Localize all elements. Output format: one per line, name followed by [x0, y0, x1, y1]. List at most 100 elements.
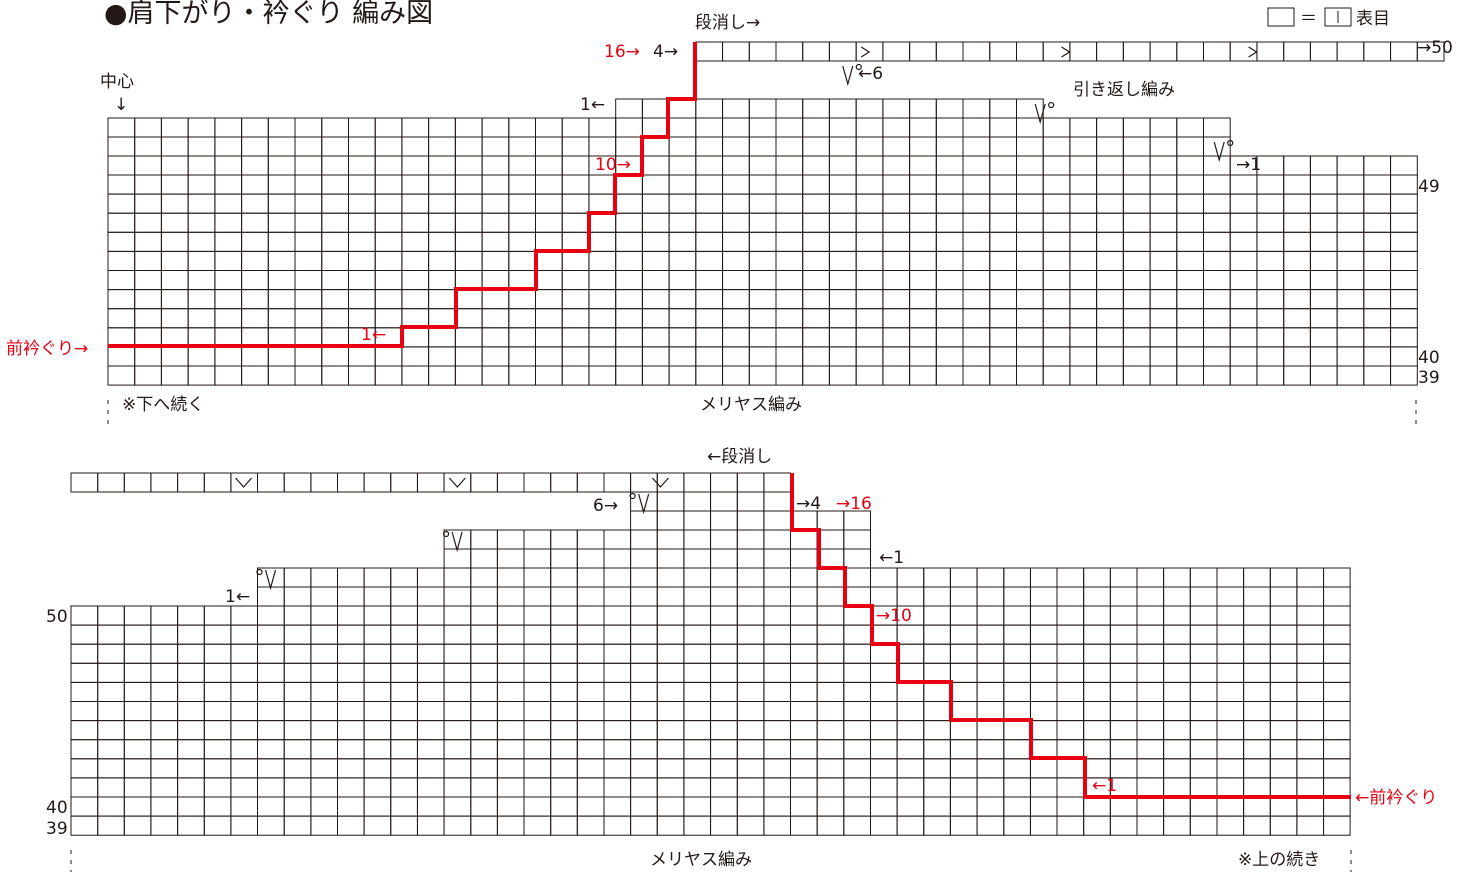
stitch-cell [160, 212, 189, 233]
stitch-cell [1096, 308, 1124, 329]
stitch-cell [177, 472, 205, 493]
stitch-cell [428, 117, 456, 138]
stitch-cell [310, 643, 338, 664]
stitch-cell [1122, 365, 1151, 386]
stitch-cell [97, 701, 125, 722]
stitch-cell [1216, 624, 1245, 645]
stitch-cell [523, 472, 552, 493]
stitch-cell [603, 529, 632, 550]
stitch-cell [481, 155, 510, 176]
stitch-cell [257, 586, 285, 607]
stitch-cell [1056, 796, 1085, 817]
stitch-cell [443, 681, 472, 703]
stitch-cell [523, 681, 552, 703]
stitch-cell [588, 193, 617, 214]
stitch-cell [802, 41, 830, 62]
stitch-cell [283, 720, 312, 741]
stitch-cell [1189, 720, 1218, 741]
stitch-cell [160, 270, 189, 291]
stitch-cell [615, 193, 643, 214]
stitch-cell [1363, 365, 1392, 386]
stitch-cell [508, 289, 536, 310]
stitch-cell [855, 193, 884, 214]
stitch-cell [177, 758, 205, 779]
stitch-cell [576, 796, 605, 817]
stitch-cell [1122, 308, 1151, 329]
stitch-cell [1136, 777, 1165, 798]
stitch-cell [576, 701, 605, 722]
stitch-cell [722, 289, 750, 310]
stitch-cell [123, 701, 152, 722]
stitch-cell [1003, 624, 1031, 645]
stitch-cell [641, 193, 670, 214]
stitch-cell [160, 250, 189, 271]
stitch-cell [870, 777, 898, 798]
stitch-cell [641, 289, 670, 310]
stitch-cell [775, 270, 804, 291]
stitch-cell [294, 117, 323, 138]
stitch-cell [416, 681, 445, 703]
stitch-cell [337, 739, 365, 760]
stitch-cell [123, 720, 152, 741]
stitch-cell [1309, 365, 1338, 386]
stitch-cell [576, 605, 605, 626]
stitch-cell [989, 308, 1017, 329]
stitch-cell [374, 346, 403, 367]
bottom-row-39-label: 39 [46, 819, 68, 839]
stitch-cell [310, 605, 338, 626]
stitch-cell [656, 605, 685, 626]
stitch-cell [882, 250, 911, 271]
stitch-cell [976, 643, 1005, 664]
stitch-cell [443, 720, 472, 741]
stitch-cell [630, 605, 658, 626]
stitch-cell [523, 758, 552, 779]
stitch-cell [177, 681, 205, 703]
stitch-cell [1176, 289, 1205, 310]
stitch-cell [214, 193, 243, 214]
stitch-cell [363, 720, 392, 741]
stitch-cell [294, 193, 323, 214]
stitch-cell [615, 365, 643, 386]
stitch-cell [283, 586, 312, 607]
stitch-cell [656, 758, 685, 779]
stitch-cell [641, 327, 670, 348]
stitch-cell [481, 136, 510, 157]
stitch-cell [1269, 758, 1298, 779]
stitch-cell [1149, 346, 1178, 367]
stitch-cell [790, 567, 818, 588]
stitch-cell [123, 624, 152, 645]
stitch-cell [909, 365, 937, 386]
stitch-cell [1216, 605, 1245, 626]
stitch-cell [1390, 231, 1418, 252]
stitch-cell [989, 289, 1017, 310]
down-arrow-icon: ↓ [114, 95, 128, 115]
stitch-cell [1109, 796, 1138, 817]
stitch-cell [1390, 250, 1418, 271]
stitch-cell [337, 662, 365, 683]
stitch-cell [1096, 136, 1124, 157]
center-label: 中心 [100, 72, 134, 92]
stitch-cell [470, 777, 498, 798]
stitch-cell [882, 365, 911, 386]
stitch-cell [949, 739, 978, 760]
stitch-cell [935, 231, 964, 252]
stitch-cell [748, 327, 777, 348]
stitch-cell [337, 796, 365, 817]
stitch-cell [550, 529, 578, 550]
stitch-cell [935, 174, 964, 195]
stitch-cell [1390, 193, 1418, 214]
stitch-cell [1309, 270, 1338, 291]
stitch-cell [523, 662, 552, 683]
stitch-cell [508, 270, 536, 291]
stitch-cell [736, 605, 765, 626]
stitch-cell [401, 193, 430, 214]
stitch-cell [935, 117, 964, 138]
stitch-cell [443, 815, 472, 836]
stitch-cell [241, 270, 269, 291]
stitch-cell [1363, 270, 1392, 291]
stitch-cell [896, 586, 925, 607]
stitch-cell [1083, 643, 1111, 664]
stitch-cell [695, 365, 723, 386]
stitch-cell [1003, 739, 1031, 760]
stitch-cell [97, 758, 125, 779]
